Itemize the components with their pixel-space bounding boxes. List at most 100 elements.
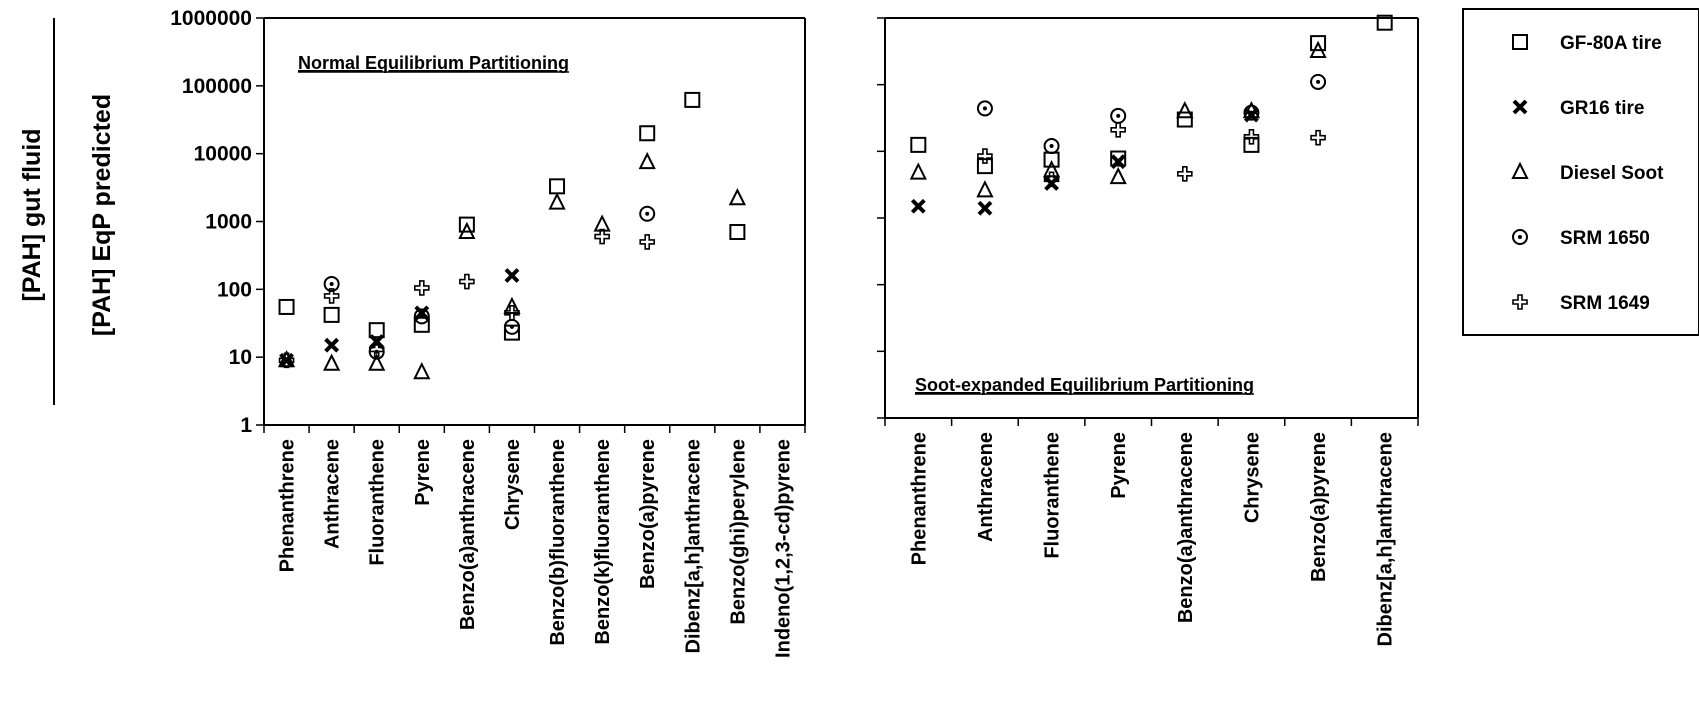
category-label-benzo-k-fluoranthene: Benzo(k)fluoranthene xyxy=(592,439,614,645)
point-srm-1650-pyrene xyxy=(413,308,430,325)
point-gr16-tire-anthracene xyxy=(324,337,340,353)
point-gr16-tire-anthracene xyxy=(977,200,993,216)
point-gf-80a-tire-anthracene xyxy=(976,158,993,175)
point-gf-80a-tire-benzo-ghi-perylene xyxy=(729,224,746,241)
point-srm-1649-benzo-k-fluoranthene xyxy=(594,228,610,245)
point-gr16-tire-pyrene xyxy=(1110,154,1126,170)
category-label-benzo-a-anthracene: Benzo(a)anthracene xyxy=(1175,432,1197,623)
point-srm-1650-chrysene xyxy=(1243,104,1260,121)
point-gf-80a-tire-benzo-b-fluoranthene xyxy=(549,178,566,195)
category-label-chrysene: Chrysene xyxy=(502,439,524,530)
point-diesel-soot-pyrene xyxy=(413,361,431,380)
legend-label-diesel-soot: Diesel Soot xyxy=(1560,163,1664,184)
point-srm-1649-benzo-a-anthracene xyxy=(1177,166,1193,182)
category-label-benzo-a-anthracene: Benzo(a)anthracene xyxy=(457,439,479,630)
point-diesel-soot-benzo-k-fluoranthene xyxy=(593,214,611,232)
point-srm-1650-anthracene xyxy=(976,100,993,117)
soot-expanded-eqp-panel: Phenanthrene Anthracene Fluoranthene Pyrene… xyxy=(877,14,1419,646)
point-gr16-tire-chrysene xyxy=(504,268,520,283)
point-gf-80a-tire-benzo-a-pyrene xyxy=(1310,35,1327,52)
point-diesel-soot-benzo-a-pyrene xyxy=(1309,40,1327,58)
legend-label-srm-1649: SRM 1649 xyxy=(1560,293,1650,314)
point-diesel-soot-fluoranthene xyxy=(1042,160,1061,178)
point-srm-1649-phenanthrene xyxy=(278,352,295,369)
point-gf-80a-tire-dibenz-a-h-anthracene xyxy=(1376,14,1393,31)
point-gf-80a-tire-benzo-a-anthracene xyxy=(458,216,475,233)
point-srm-1649-benzo-a-pyrene xyxy=(1310,129,1326,146)
point-srm-1649-anthracene xyxy=(977,148,993,164)
point-srm-1649-benzo-a-pyrene xyxy=(639,234,656,250)
legend-marker-gf-80a-tire xyxy=(1512,34,1528,50)
legend-box xyxy=(1462,8,1699,336)
point-diesel-soot-chrysene xyxy=(1242,100,1261,119)
point-diesel-soot-anthracene xyxy=(323,353,341,371)
category-label-indeno-1-2-3-cd-pyrene: Indeno(1,2,3-cd)pyrene xyxy=(772,439,794,658)
point-gf-80a-tire-dibenz-a-h-anthracene xyxy=(684,91,701,108)
legend-label-srm-1650: SRM 1650 xyxy=(1560,228,1650,249)
legend-label-gf-80a-tire: GF-80A tire xyxy=(1560,33,1662,54)
point-diesel-soot-phenanthrene xyxy=(277,350,296,368)
legend-label-gr16-tire: GR16 tire xyxy=(1560,98,1644,119)
category-label-benzo-ghi-perylene: Benzo(ghi)perylene xyxy=(727,439,749,625)
y-tick-label: 1000 xyxy=(205,211,252,234)
y-tick-label: 1000000 xyxy=(170,7,252,30)
point-srm-1649-chrysene xyxy=(504,305,520,321)
point-diesel-soot-benzo-a-pyrene xyxy=(638,151,656,170)
point-srm-1650-anthracene xyxy=(323,275,340,292)
legend-marker-srm-1649 xyxy=(1512,294,1528,310)
ylabel-numerator: [PAH] gut fluid xyxy=(18,128,46,301)
category-label-dibenz-a-h-anthracene: Dibenz[a,h]anthracene xyxy=(682,439,704,653)
legend: GF-80A tire GR16 tire Diesel Soot SRM 1650 S… xyxy=(1462,8,1699,336)
legend-marker-srm-1650 xyxy=(1512,229,1528,245)
point-gf-80a-tire-benzo-a-anthracene xyxy=(1176,111,1193,128)
category-label-chrysene: Chrysene xyxy=(1241,432,1263,523)
category-label-dibenz-a-h-anthracene: Dibenz[a,h]anthracene xyxy=(1375,432,1397,646)
point-gf-80a-tire-chrysene xyxy=(1243,136,1260,153)
category-label-pyrene: Pyrene xyxy=(1108,432,1130,499)
y-tick-label: 100000 xyxy=(182,75,252,98)
point-srm-1649-pyrene xyxy=(413,280,430,296)
point-gf-80a-tire-fluoranthene xyxy=(1043,151,1060,168)
point-srm-1650-chrysene xyxy=(503,318,520,335)
normal-eqp-panel: 1 10 100 1000 10000 100000 1000000 Phenanthrene… xyxy=(170,7,806,658)
point-diesel-soot-benzo-ghi-perylene xyxy=(728,188,746,206)
point-gf-80a-tire-benzo-a-pyrene xyxy=(639,125,656,142)
category-label-anthracene: Anthracene xyxy=(975,432,997,542)
point-diesel-soot-anthracene xyxy=(976,180,994,198)
point-diesel-soot-benzo-a-anthracene xyxy=(458,221,476,240)
panel-title: Normal Equilibrium Partitioning xyxy=(298,53,569,73)
category-label-pyrene: Pyrene xyxy=(412,439,434,506)
y-tick-label: 10 xyxy=(229,346,252,369)
y-tick-label: 100 xyxy=(217,278,252,301)
legend-marker-diesel-soot xyxy=(1511,161,1529,179)
point-gr16-tire-fluoranthene xyxy=(1044,176,1059,191)
category-label-benzo-b-fluoranthene: Benzo(b)fluoranthene xyxy=(547,439,569,646)
category-label-anthracene: Anthracene xyxy=(322,439,344,549)
point-gf-80a-tire-anthracene xyxy=(323,306,340,323)
category-label-benzo-a-pyrene: Benzo(a)pyrene xyxy=(637,439,659,589)
point-gf-80a-tire-phenanthrene xyxy=(910,136,927,153)
ylabel-denominator: [PAH] EqP predicted xyxy=(88,94,116,336)
category-label-fluoranthene: Fluoranthene xyxy=(367,439,389,566)
point-diesel-soot-fluoranthene xyxy=(368,353,386,371)
point-srm-1650-pyrene xyxy=(1110,107,1127,124)
point-diesel-soot-benzo-a-anthracene xyxy=(1176,100,1194,119)
legend-marker-gr16-tire xyxy=(1512,99,1528,115)
point-srm-1649-fluoranthene xyxy=(368,341,385,358)
point-diesel-soot-chrysene xyxy=(503,296,521,314)
category-label-fluoranthene: Fluoranthene xyxy=(1042,432,1064,559)
point-gr16-tire-phenanthrene xyxy=(279,352,294,368)
category-label-benzo-a-pyrene: Benzo(a)pyrene xyxy=(1308,432,1330,582)
point-srm-1650-benzo-a-pyrene xyxy=(639,205,656,222)
point-gf-80a-tire-fluoranthene xyxy=(368,322,385,339)
category-label-phenanthrene: Phenanthrene xyxy=(277,439,299,572)
point-srm-1649-chrysene xyxy=(1243,129,1260,145)
point-srm-1649-pyrene xyxy=(1110,122,1126,138)
point-srm-1650-fluoranthene xyxy=(1043,138,1060,155)
point-srm-1649-benzo-a-anthracene xyxy=(459,273,475,290)
point-diesel-soot-pyrene xyxy=(1109,166,1127,185)
point-diesel-soot-phenanthrene xyxy=(909,162,927,180)
point-diesel-soot-benzo-b-fluoranthene xyxy=(548,192,566,210)
panel-title: Soot-expanded Equilibrium Partitioning xyxy=(915,375,1254,395)
